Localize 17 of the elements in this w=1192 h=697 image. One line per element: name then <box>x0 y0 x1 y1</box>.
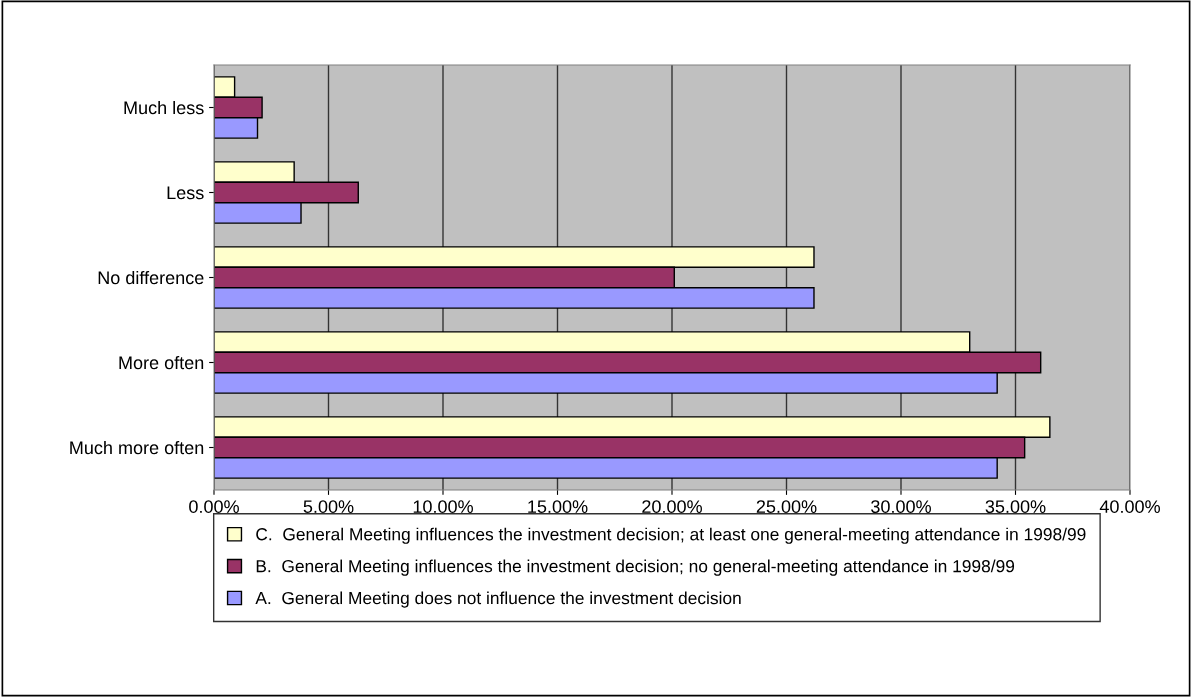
x-tick-label: 5.00% <box>303 500 354 513</box>
y-tick-label: Less <box>167 186 204 200</box>
x-tick-label: 10.00% <box>413 500 473 513</box>
x-tick-label: 40.00% <box>1099 500 1160 513</box>
x-tick-label: 0.00% <box>189 500 239 513</box>
y-tick-label: No difference <box>98 270 204 285</box>
x-tick-label: 20.00% <box>642 500 702 513</box>
x-tick-label: 15.00% <box>528 500 588 513</box>
y-tick-label: Much more often <box>70 440 204 455</box>
x-tick-label: 25.00% <box>756 500 817 513</box>
x-tick-label: 30.00% <box>871 500 931 513</box>
legend-label: B. General Meeting influences the investment decision; no general-meeting attendance in 1998/99 <box>256 559 1015 576</box>
y-tick-label: Much less <box>124 100 204 115</box>
y-tick-label: More often <box>119 355 204 370</box>
x-tick-label: 35.00% <box>985 500 1046 513</box>
legend-label: C. General Meeting influences the investment decision; at least one general-meeting attendance in 1998/99 <box>256 527 1086 544</box>
legend-label: A. General Meeting does not influence the investment decision <box>255 591 741 608</box>
